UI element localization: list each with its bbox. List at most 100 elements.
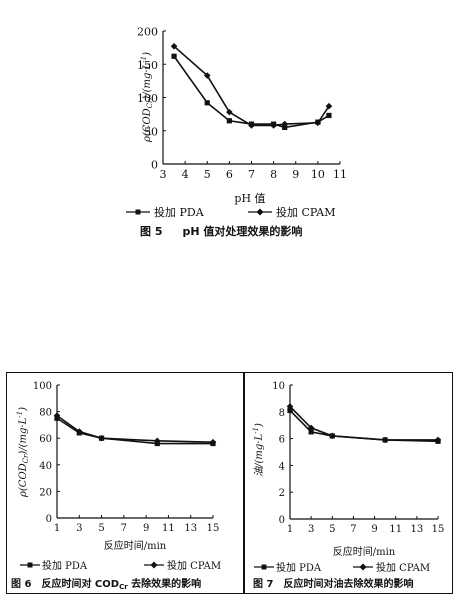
legend-label-cpam: 投加 CPAM xyxy=(376,561,430,574)
x-tick-label: 3 xyxy=(160,168,167,181)
data-point-diamond xyxy=(203,72,211,79)
x-tick-label: 1 xyxy=(54,523,60,534)
y-axis-label: ρ(CODCr)/(mg·L-1) xyxy=(16,407,30,498)
y-tick-label: 80 xyxy=(39,408,52,419)
figure-caption: 图 5 pH 值对处理效果的影响 xyxy=(140,224,302,238)
x-tick-label: 8 xyxy=(270,168,277,181)
data-point-diamond xyxy=(381,436,389,444)
x-axis-label: 反应时间/min xyxy=(333,545,396,558)
x-tick-label: 9 xyxy=(371,524,377,535)
series-line-diamond xyxy=(56,414,214,443)
data-point-diamond xyxy=(209,438,217,446)
y-tick-label: 0 xyxy=(279,515,285,526)
y-tick-label: 8 xyxy=(279,408,285,419)
data-point-diamond xyxy=(314,119,322,127)
x-tick-label: 13 xyxy=(184,523,197,534)
y-tick-label: 0 xyxy=(151,159,158,172)
data-point-diamond xyxy=(98,434,105,442)
data-point-diamond xyxy=(307,424,315,432)
legend-label-pda: 投加 PDA xyxy=(42,559,88,572)
y-tick-label: 150 xyxy=(137,59,158,72)
x-tick-label: 3 xyxy=(76,523,82,534)
x-tick-label: 4 xyxy=(182,168,189,181)
x-tick-label: 10 xyxy=(311,168,325,181)
x-axis-label: 反应时间/min xyxy=(104,539,167,552)
x-tick-label: 5 xyxy=(329,524,335,535)
data-point-diamond xyxy=(226,108,233,116)
chart-axes: 3 4 5 6 7 8 9 10 11 0 50 100 150 200 xyxy=(137,26,347,182)
x-tick-label: 7 xyxy=(248,168,255,181)
x-tick-label: 5 xyxy=(98,523,104,534)
data-point-diamond xyxy=(75,428,83,435)
y-tick-label: 200 xyxy=(137,26,158,39)
legend: 投加 PDA 投加 CPAM xyxy=(254,561,430,574)
data-point-diamond xyxy=(286,403,294,410)
legend-marker-cpam xyxy=(359,563,367,571)
y-tick-label: 100 xyxy=(137,92,158,105)
legend: 投加 PDA 投加 CPAM xyxy=(126,205,336,219)
figure-caption: 图 7 反应时间对油去除效果的影响 xyxy=(253,577,413,590)
data-point-diamond xyxy=(281,120,288,128)
y-tick-label: 6 xyxy=(279,435,285,446)
y-tick-label: 60 xyxy=(39,434,52,445)
legend-marker-pda xyxy=(261,564,267,570)
data-point-diamond xyxy=(53,412,61,419)
data-point-diamond xyxy=(170,42,178,50)
series-line-diamond xyxy=(289,405,438,441)
y-tick-label: 4 xyxy=(279,461,285,472)
y-tick-label: 20 xyxy=(39,487,52,498)
chart-series xyxy=(170,42,333,131)
y-tick-label: 0 xyxy=(46,514,52,525)
legend-marker-cpam xyxy=(150,561,158,569)
data-point-square xyxy=(226,118,232,124)
legend-label-pda: 投加 PDA xyxy=(276,561,322,574)
legend-label-pda: 投加 PDA xyxy=(154,205,205,219)
data-point-diamond xyxy=(248,122,255,129)
data-point-square xyxy=(282,124,288,131)
x-tick-label: 5 xyxy=(204,168,211,181)
y-tick-label: 40 xyxy=(39,461,52,472)
chart-series xyxy=(53,412,217,447)
legend-marker-pda xyxy=(135,209,141,215)
x-tick-label: 9 xyxy=(143,523,149,534)
chart-ph-effect: 3 4 5 6 7 8 9 10 11 0 50 100 150 200 pH 值 ρ(CODCr)/(m… xyxy=(126,26,347,238)
y-tick-label: 50 xyxy=(144,125,158,138)
data-point-square xyxy=(287,407,293,414)
x-tick-label: 7 xyxy=(121,523,127,534)
x-tick-label: 6 xyxy=(226,168,233,181)
data-point-square xyxy=(308,429,314,435)
x-tick-label: 3 xyxy=(308,524,314,535)
x-tick-label: 15 xyxy=(207,523,220,534)
series-line-diamond xyxy=(173,45,330,127)
data-point-diamond xyxy=(328,432,336,440)
y-axis-label: ρ(CODCr)/(mg·L-1) xyxy=(140,52,154,143)
x-tick-label: 11 xyxy=(333,168,347,181)
x-tick-label: 15 xyxy=(432,524,445,535)
legend-label-cpam: 投加 CPAM xyxy=(276,205,336,219)
data-point-diamond xyxy=(434,436,442,444)
legend-marker-cpam xyxy=(256,208,264,216)
x-tick-label: 11 xyxy=(162,523,175,534)
y-tick-label: 10 xyxy=(272,381,285,392)
x-tick-label: 1 xyxy=(287,524,293,535)
data-point-square xyxy=(204,100,210,106)
figure-6-frame xyxy=(6,372,244,594)
x-tick-label: 11 xyxy=(389,524,402,535)
data-point-square xyxy=(171,53,177,59)
figure-caption: 图 6 反应时间对 CODCr 去除效果的影响 xyxy=(11,577,201,591)
legend-label-cpam: 投加 CPAM xyxy=(167,559,221,572)
data-point-diamond xyxy=(270,122,277,129)
x-axis-label: pH 值 xyxy=(234,192,265,205)
legend: 投加 PDA 投加 CPAM xyxy=(20,559,221,572)
chart-series xyxy=(286,403,442,444)
data-point-diamond xyxy=(325,102,333,110)
y-axis-label: 油/(mg·L-1) xyxy=(252,423,265,477)
legend-marker-pda xyxy=(27,562,33,568)
data-point-diamond xyxy=(153,437,161,445)
x-tick-label: 9 xyxy=(292,168,299,181)
